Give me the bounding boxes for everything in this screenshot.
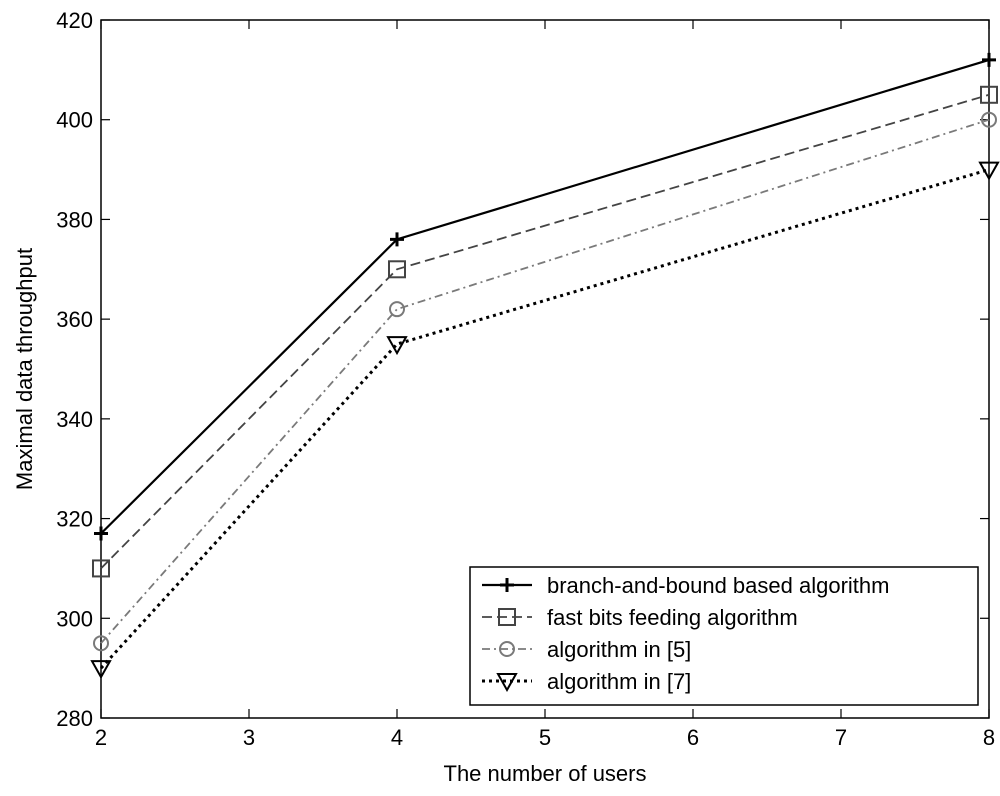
x-tick-label: 6 [687, 725, 699, 750]
square-marker [980, 85, 998, 104]
series-4 [90, 161, 1000, 680]
legend-label: algorithm in [5] [547, 637, 691, 662]
y-tick-label: 340 [56, 407, 93, 432]
triangle-down-marker [90, 660, 112, 680]
triangle-down-marker [386, 336, 408, 356]
square-marker [388, 260, 406, 279]
legend-entry: branch-and-bound based algorithm [482, 573, 889, 598]
triangle-down-marker [496, 673, 518, 693]
square-marker [498, 608, 516, 626]
legend-entry: fast bits feeding algorithm [482, 605, 798, 630]
axis-ticks: 2 3 4 5 6 7 8 280 300 320 340 360 380 400 420 [56, 8, 995, 750]
y-tick-label: 400 [56, 108, 93, 133]
x-tick-label: 5 [539, 725, 551, 750]
x-axis-label: The number of users [444, 761, 647, 786]
x-tick-label: 3 [243, 725, 255, 750]
series-3 [93, 111, 997, 652]
y-tick-label: 380 [56, 207, 93, 232]
plus-marker [390, 232, 404, 247]
x-tick-label: 8 [983, 725, 995, 750]
y-tick-label: 280 [56, 706, 93, 731]
x-tick-label: 2 [95, 725, 107, 750]
plus-marker [94, 526, 108, 541]
legend: branch-and-bound based algorithm fast bit… [469, 566, 979, 706]
legend-box [469, 566, 979, 706]
y-axis-label: Maximal data throughput [12, 248, 37, 490]
x-tick-label: 4 [391, 725, 403, 750]
y-tick-label: 320 [56, 507, 93, 532]
y-tick-label: 300 [56, 606, 93, 631]
triangle-down-marker [978, 161, 1000, 181]
x-tick-label: 7 [835, 725, 847, 750]
series-group [90, 52, 1000, 680]
legend-label: branch-and-bound based algorithm [547, 573, 889, 598]
legend-label: fast bits feeding algorithm [547, 605, 798, 630]
y-tick-label: 360 [56, 307, 93, 332]
series-2 [92, 85, 998, 578]
series-line [100, 93, 990, 570]
legend-label: algorithm in [7] [547, 669, 691, 694]
legend-entry: algorithm in [7] [482, 669, 691, 694]
circle-marker [93, 635, 109, 652]
circle-marker [499, 641, 515, 657]
plus-marker [982, 52, 996, 67]
y-tick-label: 420 [56, 8, 93, 33]
circle-marker [981, 111, 997, 128]
square-marker [92, 559, 110, 578]
legend-entry: algorithm in [5] [482, 637, 691, 662]
series-line [100, 118, 990, 644]
plus-marker [500, 578, 514, 592]
series-1 [94, 52, 996, 541]
circle-marker [389, 301, 405, 318]
